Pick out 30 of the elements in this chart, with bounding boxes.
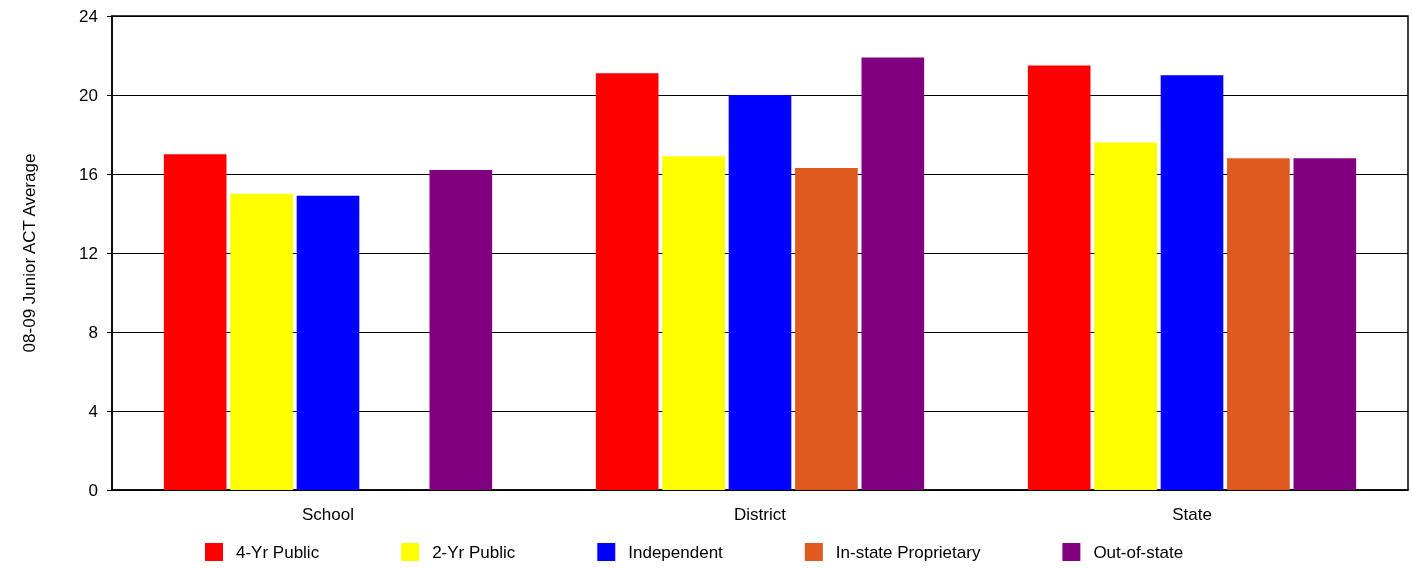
bar — [296, 195, 360, 490]
x-tick-label: State — [1172, 505, 1212, 524]
legend-label: 4-Yr Public — [236, 542, 320, 562]
y-tick-label: 8 — [88, 322, 98, 342]
y-tick-label: 0 — [88, 480, 98, 500]
bar — [163, 154, 227, 490]
bar — [662, 156, 725, 490]
bar — [1227, 158, 1290, 490]
bar — [861, 57, 925, 490]
bar — [1094, 142, 1157, 490]
bar — [728, 95, 792, 490]
bar — [1160, 75, 1224, 490]
bar — [595, 73, 659, 490]
legend-label: Independent — [628, 542, 724, 562]
legend-label: Out-of-state — [1093, 542, 1184, 562]
bar — [1027, 65, 1091, 490]
y-tick-label: 4 — [88, 401, 98, 421]
legend-label: 2-Yr Public — [432, 542, 516, 562]
y-tick-label: 12 — [79, 243, 98, 263]
y-tick-label: 16 — [79, 164, 98, 184]
y-axis-title: 08-09 Junior ACT Average — [20, 153, 39, 353]
y-tick-label: 20 — [79, 85, 98, 105]
bar — [1293, 158, 1357, 490]
bar — [230, 193, 293, 490]
bar — [429, 170, 493, 490]
y-tick-label: 24 — [79, 6, 98, 26]
legend-label: In-state Proprietary — [835, 542, 981, 562]
x-tick-label: District — [734, 505, 787, 524]
x-tick-label: School — [302, 505, 354, 524]
bar — [795, 168, 858, 490]
